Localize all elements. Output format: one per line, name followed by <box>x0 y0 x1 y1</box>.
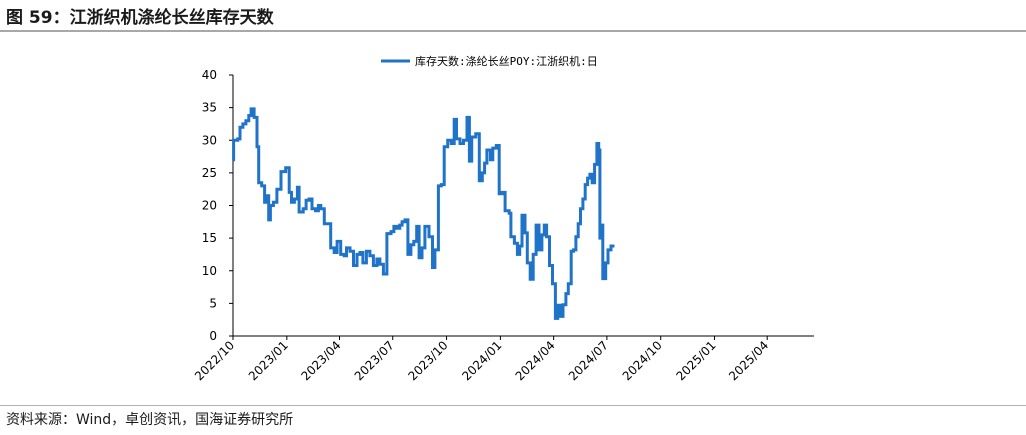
figure-title: 图 59：江浙织机涤纶长丝库存天数 <box>6 8 274 28</box>
legend: 库存天数:涤纶长丝POY:江浙织机:日 <box>381 54 598 68</box>
y-tick-label: 0 <box>209 329 217 343</box>
plot-area <box>232 107 615 320</box>
y-tick-label: 15 <box>202 231 217 245</box>
source-rule <box>0 405 1026 406</box>
chart: 库存天数:涤纶长丝POY:江浙织机:日 0 5 10 15 20 25 30 35 40 202… <box>192 54 814 383</box>
x-tick-label: 2023/04 <box>298 338 343 383</box>
series-line-0 <box>232 107 615 320</box>
y-axis: 0 5 10 15 20 25 30 35 40 <box>202 68 234 343</box>
y-tick-label: 20 <box>202 199 217 213</box>
x-tick-label: 2024/01 <box>459 338 504 383</box>
y-tick-label: 5 <box>209 296 217 310</box>
x-axis: 2022/10 2023/01 2023/04 2023/07 2023/10 2024/… <box>192 335 814 383</box>
y-tick-label: 30 <box>202 133 217 147</box>
y-tick-label: 10 <box>202 264 217 278</box>
x-tick-label: 2022/10 <box>192 338 237 383</box>
source-note: 资料来源：Wind，卓创资讯，国海证券研究所 <box>6 412 294 428</box>
y-tick-label: 25 <box>202 166 217 180</box>
x-tick-label: 2023/10 <box>406 338 451 383</box>
y-tick-label: 40 <box>202 68 217 82</box>
x-tick-label: 2025/04 <box>726 338 771 383</box>
title-rule <box>0 30 1026 32</box>
x-tick-label: 2023/07 <box>352 338 397 383</box>
x-tick-label: 2025/01 <box>673 338 718 383</box>
x-tick-label: 2024/10 <box>620 338 665 383</box>
x-tick-label: 2024/04 <box>513 338 558 383</box>
x-tick-label: 2023/01 <box>246 338 291 383</box>
x-tick-label: 2024/07 <box>566 338 611 383</box>
y-tick-label: 35 <box>202 101 217 115</box>
legend-label: 库存天数:涤纶长丝POY:江浙织机:日 <box>415 54 598 68</box>
